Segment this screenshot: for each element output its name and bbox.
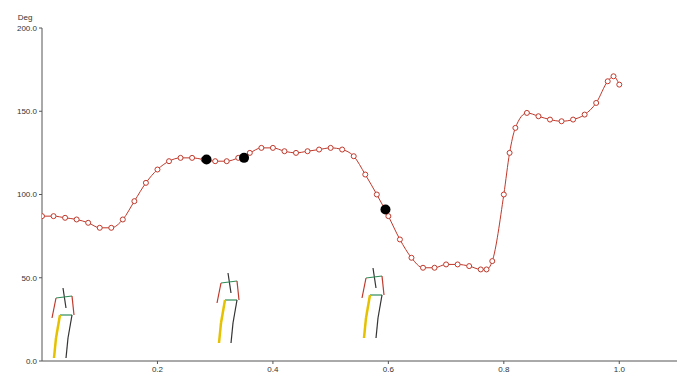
svg-text:100.0: 100.0 <box>17 190 38 199</box>
svg-text:1.0: 1.0 <box>614 365 626 374</box>
svg-text:0.2: 0.2 <box>152 365 164 374</box>
svg-text:0.8: 0.8 <box>498 365 510 374</box>
svg-text:50.0: 50.0 <box>21 274 37 283</box>
svg-text:150.0: 150.0 <box>17 107 38 116</box>
svg-text:0.4: 0.4 <box>267 365 279 374</box>
svg-text:0.6: 0.6 <box>383 365 395 374</box>
svg-text:0.0: 0.0 <box>26 357 38 366</box>
svg-text:200.0: 200.0 <box>17 24 38 33</box>
svg-text:Deg: Deg <box>18 13 33 22</box>
